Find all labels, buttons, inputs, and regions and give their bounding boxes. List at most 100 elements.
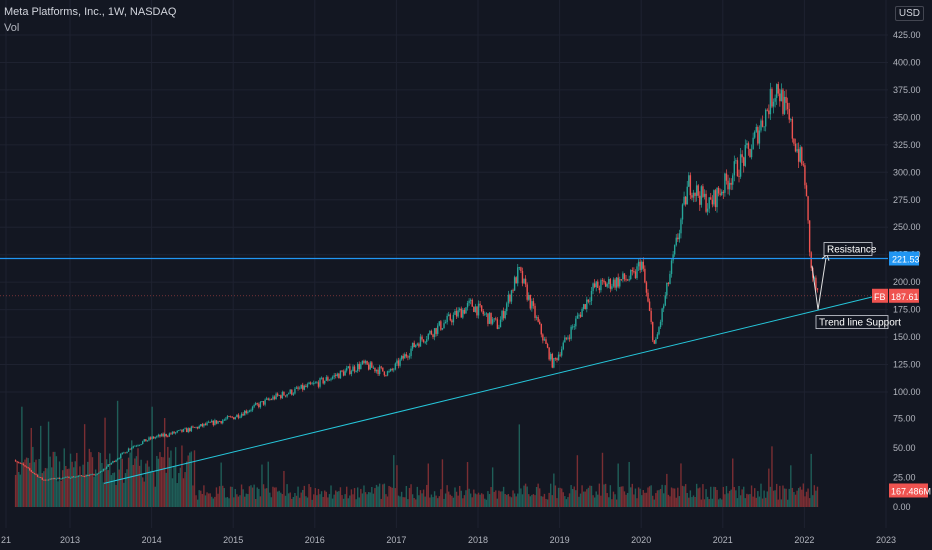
- candle-body: [174, 432, 177, 434]
- candle-body: [429, 330, 431, 334]
- candle-body: [338, 373, 340, 379]
- volume-bar: [40, 425, 42, 507]
- trend-line[interactable]: [103, 292, 889, 484]
- volume-bar: [457, 495, 459, 507]
- price-tick-label: 375.00: [893, 85, 921, 95]
- resistance-annotation-box[interactable]: [823, 242, 873, 256]
- volume-bar: [16, 461, 18, 507]
- volume-bar: [764, 497, 767, 507]
- candle-body: [782, 89, 784, 114]
- volume-bar: [683, 486, 685, 507]
- volume-bar: [50, 467, 53, 507]
- volume-bar: [480, 493, 483, 507]
- volume-bar: [72, 467, 75, 507]
- volume-bar: [743, 486, 745, 507]
- volume-bar: [176, 483, 178, 507]
- candle-body: [534, 305, 536, 318]
- volume-bar: [721, 499, 723, 507]
- candle-body: [101, 470, 103, 472]
- candle-body: [200, 424, 202, 426]
- candle-body: [517, 267, 519, 284]
- candle-body: [717, 187, 720, 194]
- volume-bar: [123, 482, 125, 507]
- volume-bar: [553, 473, 555, 507]
- volume-bar: [237, 496, 240, 507]
- candle-body: [33, 472, 36, 474]
- candle-body: [123, 452, 125, 454]
- candle-body: [394, 363, 397, 370]
- candle-body: [349, 366, 351, 375]
- volume-bar: [777, 499, 779, 507]
- price-tick-label: 275.00: [893, 195, 921, 205]
- candle-body: [437, 325, 439, 334]
- volume-bar: [270, 497, 273, 507]
- candle-body: [573, 326, 575, 328]
- volume-bar: [576, 455, 579, 507]
- candle-body: [236, 414, 238, 418]
- volume-bar: [408, 487, 411, 507]
- volume-bar: [794, 494, 797, 507]
- candle-body: [697, 185, 699, 196]
- volume-bar: [637, 487, 640, 507]
- candle-body: [72, 476, 75, 478]
- candle-body: [272, 396, 274, 400]
- candle-body: [154, 437, 156, 439]
- candle-body: [333, 375, 335, 377]
- candle-body: [559, 354, 561, 356]
- candle-body: [708, 197, 710, 209]
- volume-bar: [557, 487, 560, 507]
- volume-bar: [484, 498, 486, 507]
- resistance-annotation: Resistance: [827, 245, 877, 256]
- volume-bar: [757, 491, 759, 507]
- volume-bar: [691, 497, 693, 507]
- candle-body: [265, 398, 268, 400]
- volume-bar: [614, 494, 616, 507]
- volume-bar: [518, 424, 521, 507]
- volume-bar: [57, 481, 59, 507]
- candle-body: [163, 434, 166, 437]
- candle-body: [546, 343, 549, 348]
- candle-body: [741, 154, 743, 158]
- candle-body: [706, 208, 709, 212]
- candle-body: [159, 434, 161, 437]
- candle-body: [733, 161, 736, 176]
- candle-body: [342, 371, 345, 376]
- candle-body: [61, 477, 64, 479]
- volume-bar: [526, 486, 528, 507]
- candle-body: [485, 313, 488, 315]
- candle-body: [361, 360, 364, 365]
- trend-support-annotation-box[interactable]: [815, 315, 889, 330]
- volume-bar: [609, 485, 612, 507]
- volume-bar: [540, 496, 542, 507]
- candle-body: [739, 154, 742, 177]
- candle-body: [131, 447, 133, 450]
- volume-bar: [622, 486, 624, 507]
- candle-body: [179, 429, 182, 431]
- volume-bar: [648, 486, 651, 507]
- candle-body: [799, 147, 801, 162]
- candle-body: [664, 295, 666, 306]
- volume-bar: [178, 473, 180, 507]
- candle-body: [597, 281, 599, 288]
- candle-body: [217, 421, 219, 424]
- volume-bar: [102, 482, 105, 507]
- volume-bar: [639, 488, 641, 507]
- candle-body: [137, 445, 139, 447]
- volume-bar: [154, 486, 156, 507]
- volume-bar: [730, 489, 732, 507]
- candle-body: [455, 310, 458, 317]
- candle-body: [102, 469, 105, 471]
- candle-body: [666, 282, 668, 296]
- volume-bar: [689, 490, 692, 507]
- candle-body: [57, 477, 59, 479]
- volume-bar: [400, 491, 403, 507]
- candle-body: [714, 190, 717, 208]
- volume-bar: [355, 499, 357, 507]
- volume-bar: [135, 456, 138, 507]
- candle-body: [543, 339, 546, 341]
- currency-button[interactable]: USD: [894, 6, 924, 21]
- price-axis[interactable]: 425.00 400.00 375.00 350.00 325.00 300.00 275.…: [872, 30, 931, 512]
- time-axis[interactable]: 21 2013 2014 2015 2016 2017 2018 2019 2020 2021 20…: [1, 535, 896, 545]
- volume-bar: [739, 495, 742, 507]
